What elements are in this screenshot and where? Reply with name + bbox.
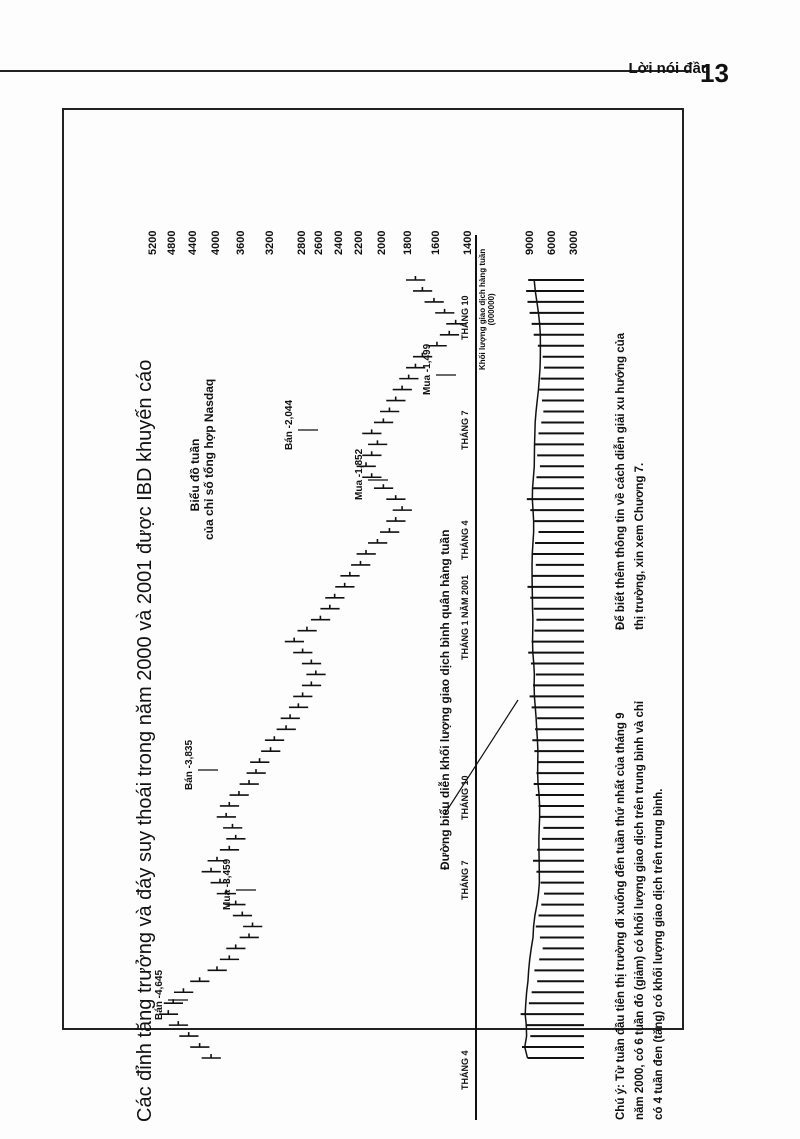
header-rule bbox=[0, 70, 690, 72]
month-label: THÁNG 7 bbox=[460, 410, 470, 450]
month-label: THÁNG 4 bbox=[460, 520, 470, 560]
figure-box: Các đỉnh tăng trưởng và đáy suy thoái tr… bbox=[62, 108, 684, 1122]
volume-average-line bbox=[523, 279, 542, 1059]
price-tick-label: 2200 bbox=[353, 230, 366, 255]
chart-note-2: Để biết thêm thông tin về cách diễn giải… bbox=[615, 332, 646, 630]
price-tick-label: 5200 bbox=[147, 230, 159, 255]
volume-label-1: Khối lượng giao dịch hàng tuần bbox=[478, 248, 487, 370]
page-number: 13 bbox=[700, 58, 729, 88]
annotation-label: Bán -4,645 bbox=[154, 969, 165, 1020]
month-label: THÁNG 7 bbox=[460, 860, 470, 900]
annotation-label: Mua -3,459 bbox=[222, 858, 233, 910]
volume-tick-label: 6000 bbox=[546, 230, 558, 255]
price-tick-label: 2400 bbox=[332, 230, 345, 255]
price-tick-label: 3600 bbox=[235, 230, 248, 255]
section-title: Lời nói đầu bbox=[628, 60, 711, 77]
volume-tick-label: 9000 bbox=[524, 230, 536, 255]
annotation-label: Mua -1,852 bbox=[354, 448, 365, 500]
avg-line-arrow bbox=[443, 699, 519, 816]
avg-line-label: Đường biểu diễn khối lượng giao dịch bìn… bbox=[438, 529, 452, 870]
price-tick-label: 2000 bbox=[376, 230, 389, 255]
annotation-label: Mua -1,499 bbox=[422, 343, 433, 395]
price-tick-label: 2600 bbox=[313, 230, 326, 255]
price-tick-label: 4800 bbox=[166, 230, 179, 255]
volume-axis-label: Khối lượng giao dịch hàng tuần (000000) bbox=[478, 249, 496, 370]
volume-tick-label: 3000 bbox=[568, 230, 580, 255]
month-label: THÁNG 1 NĂM 2001 bbox=[460, 574, 470, 660]
price-tick-label: 3200 bbox=[263, 230, 276, 255]
annotation-label: Bán -3,835 bbox=[184, 739, 195, 790]
price-tick-label: 4000 bbox=[209, 230, 222, 255]
price-volume-chart bbox=[158, 235, 584, 1120]
price-tick-label: 1800 bbox=[401, 230, 414, 255]
month-label: THÁNG 10 bbox=[460, 775, 470, 820]
chart-note: Chú ý: Từ tuần đầu tiên thị trường đi xu… bbox=[615, 700, 665, 1120]
price-tick-label: 2800 bbox=[295, 230, 308, 255]
annotation-label: Bán -2,044 bbox=[284, 399, 295, 450]
volume-label-2: (000000) bbox=[487, 293, 496, 326]
month-label: THÁNG 4 bbox=[460, 1050, 470, 1090]
price-tick-label: 4400 bbox=[187, 230, 200, 255]
price-tick-label: 1400 bbox=[462, 230, 474, 255]
price-tick-label: 1600 bbox=[429, 230, 442, 255]
rotated-chart: Các đỉnh tăng trưởng và đáy suy thoái tr… bbox=[126, 218, 748, 1139]
month-label: THÁNG 10 bbox=[460, 295, 470, 340]
